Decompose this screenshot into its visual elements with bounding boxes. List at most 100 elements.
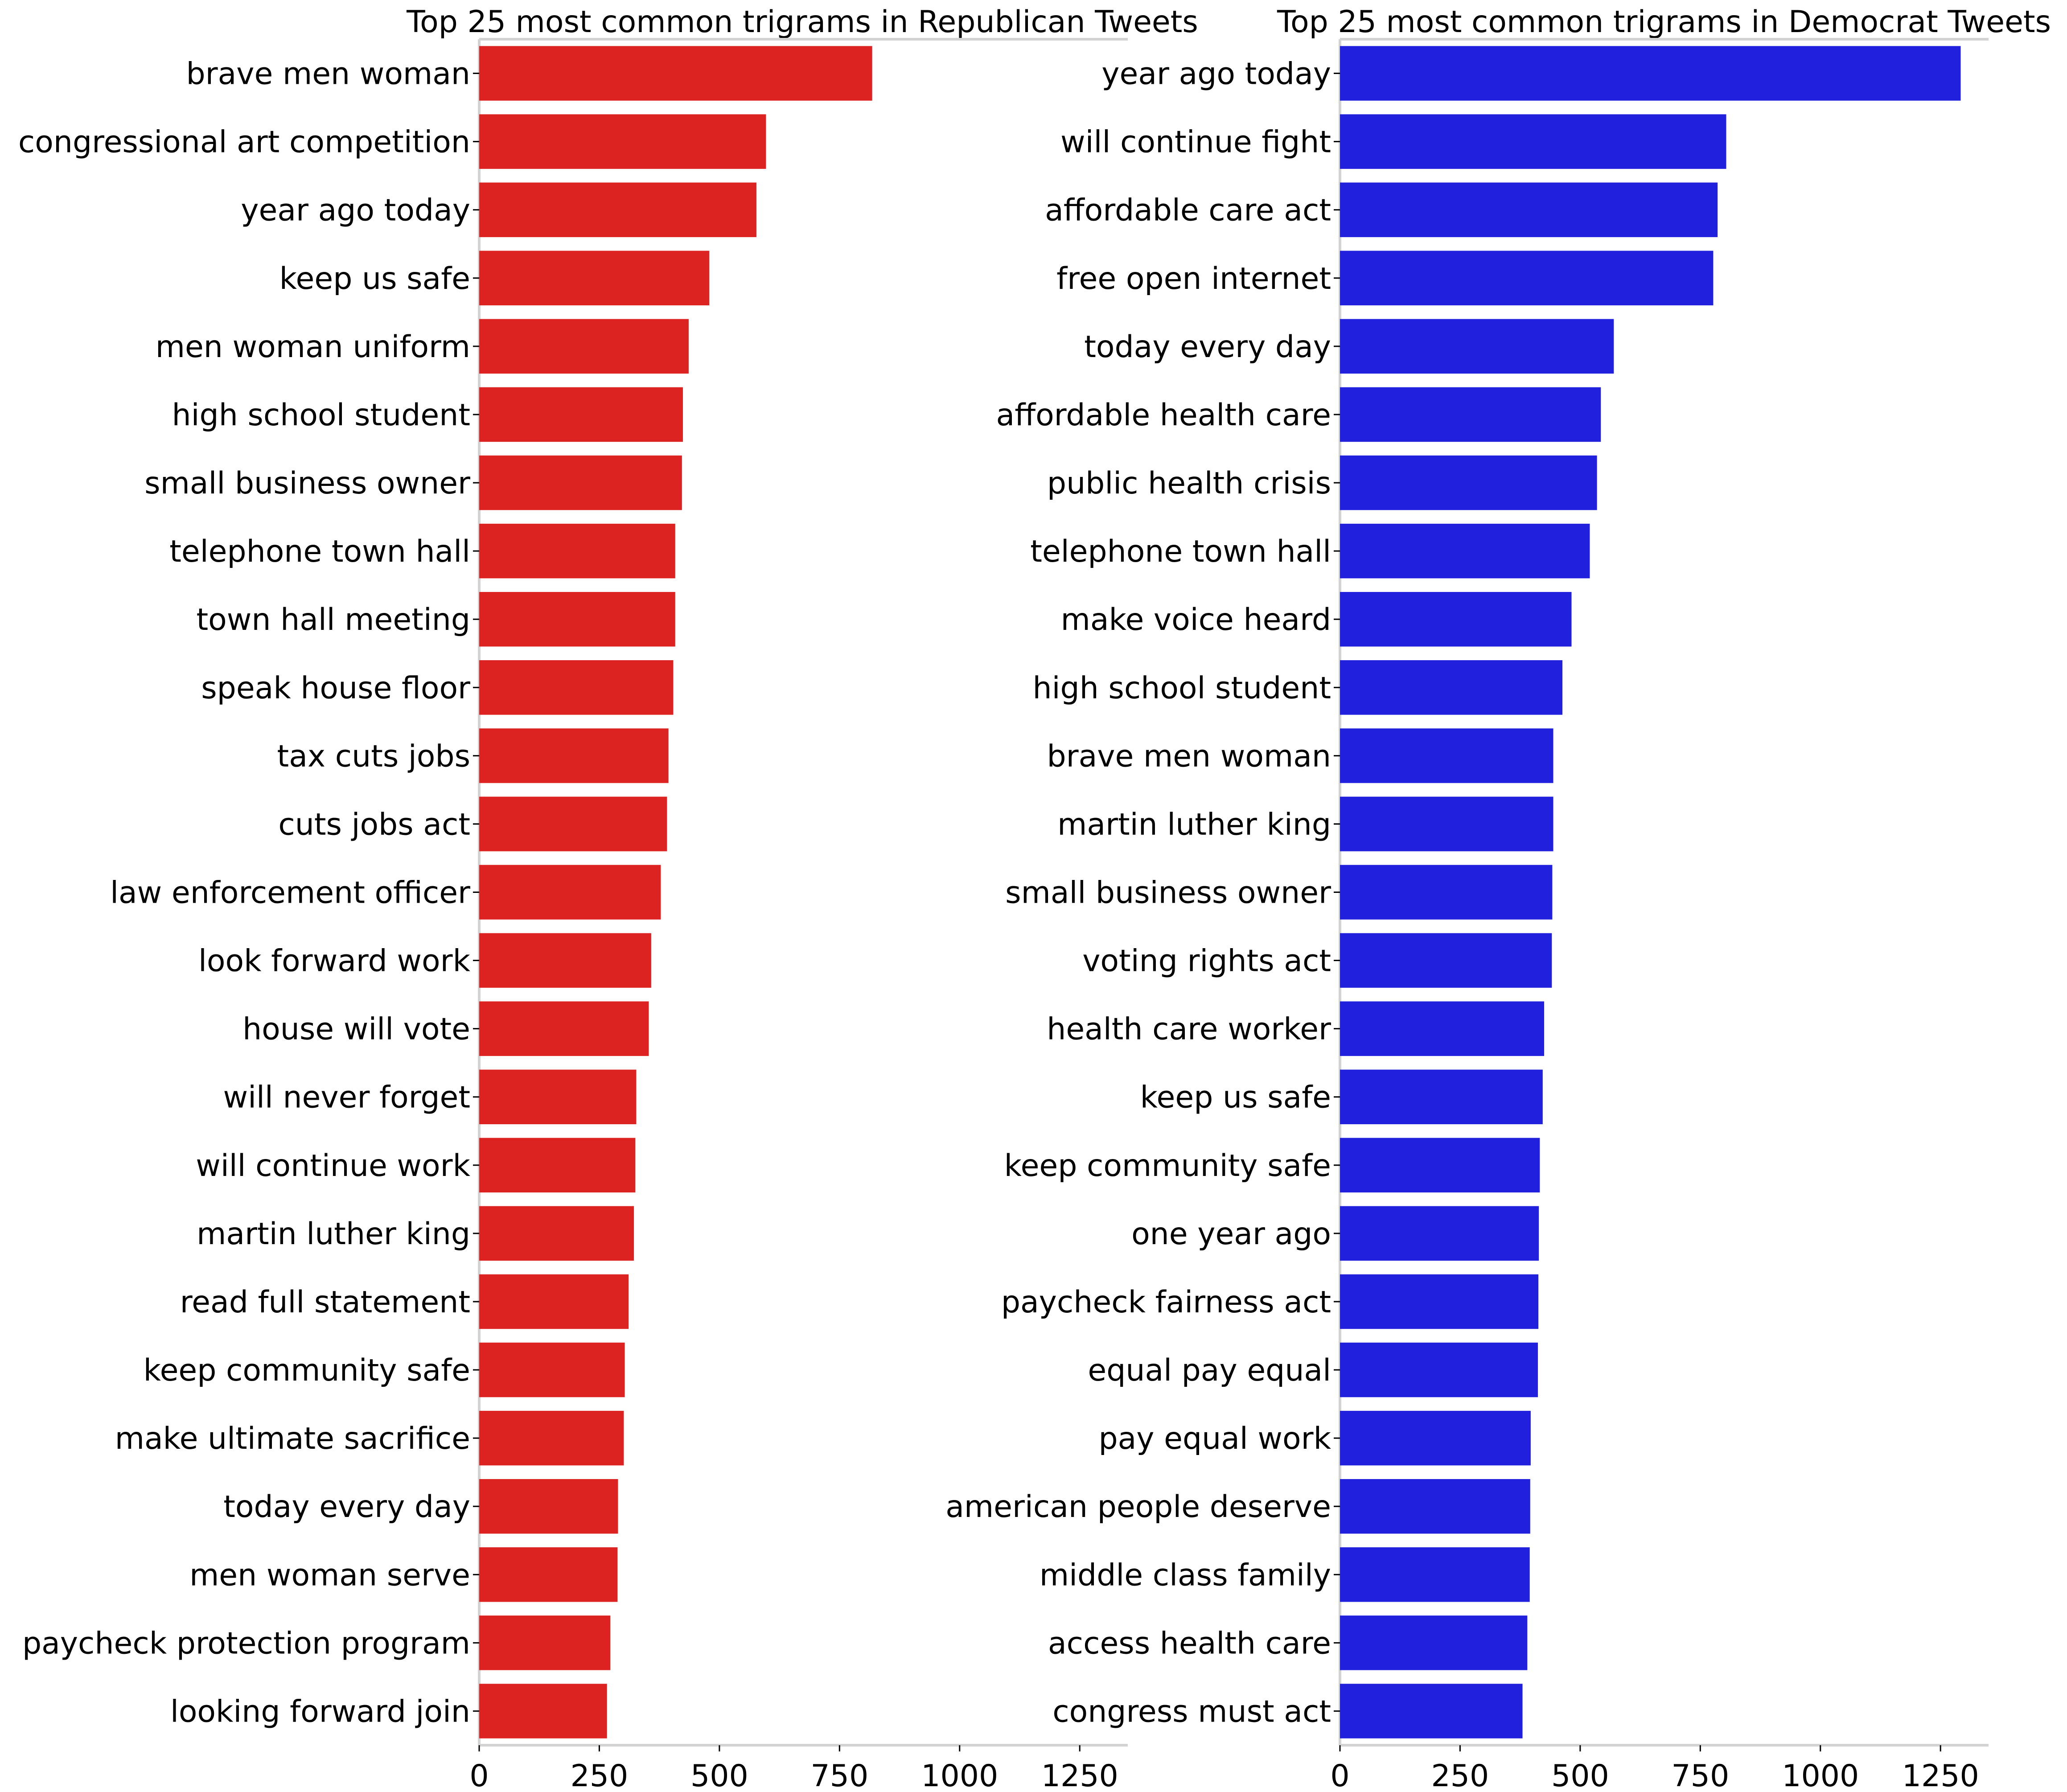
bar-looking-forward-join [479, 1684, 607, 1739]
bar-year-ago-today [479, 182, 756, 237]
y-tick-label: house will vote [242, 1012, 470, 1047]
y-tick-label: will continue work [196, 1148, 470, 1184]
x-tick-label: 1000 [921, 1759, 998, 1792]
bar-pay-equal-work [1340, 1410, 1531, 1466]
y-tick-label: brave men woman [1047, 739, 1331, 774]
y-tick-label: law enforcement officer [110, 875, 470, 911]
democrat-panel: Top 25 most common trigrams in Democrat … [945, 4, 2051, 1792]
y-tick-label: small business owner [1005, 875, 1331, 911]
y-tick-label: congress must act [1052, 1694, 1331, 1729]
bar-affordable-care-act [1340, 182, 1718, 237]
y-tick-label: brave men woman [186, 57, 471, 92]
x-tick-label: 1250 [1041, 1759, 1118, 1792]
bar-free-open-internet [1340, 251, 1714, 306]
x-tick-label: 1000 [1782, 1759, 1859, 1792]
y-tick-label: cuts jobs act [278, 807, 470, 842]
bar-paycheck-fairness-act [1340, 1274, 1539, 1329]
bar-health-care-worker [1340, 1001, 1545, 1056]
bar-voting-rights-act [1340, 933, 1552, 988]
bar-will-continue-work [479, 1138, 636, 1193]
y-tick-label: martin luther king [197, 1217, 470, 1252]
y-tick-label: american people deserve [945, 1489, 1331, 1525]
bar-small-business-owner [1340, 865, 1553, 920]
y-tick-label: read full statement [180, 1285, 470, 1320]
bar-keep-us-safe [479, 251, 710, 306]
bar-high-school-student [1340, 660, 1563, 715]
x-tick-label: 1250 [1902, 1759, 1979, 1792]
y-tick-label: men woman uniform [156, 329, 470, 365]
bar-speak-house-floor [479, 660, 674, 715]
y-tick-label: health care worker [1047, 1012, 1331, 1047]
bar-cuts-jobs-act [479, 797, 667, 851]
y-tick-label: speak house floor [201, 670, 470, 706]
chart-title: Top 25 most common trigrams in Democrat … [1277, 4, 2051, 40]
y-tick-label: telephone town hall [169, 534, 470, 569]
bar-town-hall-meeting [479, 592, 675, 647]
bar-keep-us-safe [1340, 1069, 1543, 1124]
bar-high-school-student [479, 387, 683, 442]
republican-panel: Top 25 most common trigrams in Republica… [18, 4, 1198, 1792]
bar-martin-luther-king [479, 1206, 634, 1261]
y-tick-label: tax cuts jobs [277, 739, 470, 774]
y-tick-label: year ago today [1101, 57, 1331, 92]
y-tick-label: make voice heard [1061, 602, 1331, 637]
x-tick-label: 500 [1551, 1759, 1609, 1792]
y-tick-label: one year ago [1131, 1217, 1331, 1252]
x-tick-label: 750 [1671, 1759, 1729, 1792]
y-tick-label: will never forget [223, 1080, 470, 1115]
y-tick-label: keep us safe [279, 261, 470, 296]
bar-telephone-town-hall [1340, 523, 1590, 579]
y-tick-label: small business owner [144, 466, 470, 501]
y-tick-label: affordable care act [1045, 193, 1331, 228]
bar-law-enforcement-officer [479, 865, 661, 920]
bar-make-voice-heard [1340, 592, 1572, 647]
bar-brave-men-woman [1340, 728, 1553, 783]
bar-keep-community-safe [479, 1342, 625, 1397]
y-tick-label: today every day [1084, 329, 1331, 365]
bar-access-health-care [1340, 1615, 1528, 1670]
bar-martin-luther-king [1340, 797, 1553, 851]
bar-middle-class-family [1340, 1547, 1530, 1602]
y-tick-label: high school student [172, 398, 470, 433]
bar-men-woman-uniform [479, 319, 689, 374]
y-tick-label: martin luther king [1057, 807, 1331, 842]
bar-make-ultimate-sacrifice [479, 1410, 624, 1466]
bar-will-continue-fight [1340, 114, 1726, 169]
y-tick-label: keep community safe [144, 1353, 470, 1388]
y-tick-label: middle class family [1040, 1558, 1331, 1593]
bar-public-health-crisis [1340, 455, 1597, 510]
bar-congressional-art-competition [479, 114, 766, 169]
x-tick-label: 250 [571, 1759, 629, 1792]
y-tick-label: paycheck fairness act [1001, 1285, 1331, 1320]
y-tick-label: keep community safe [1004, 1148, 1331, 1184]
bar-brave-men-woman [479, 46, 872, 101]
x-tick-label: 0 [1330, 1759, 1349, 1792]
y-tick-label: year ago today [241, 193, 470, 228]
x-tick-label: 250 [1431, 1759, 1489, 1792]
bar-equal-pay-equal [1340, 1342, 1538, 1397]
y-tick-label: town hall meeting [197, 602, 471, 637]
chart-title: Top 25 most common trigrams in Republica… [406, 4, 1198, 40]
y-tick-label: public health crisis [1047, 466, 1331, 501]
bar-year-ago-today [1340, 46, 1961, 101]
bar-telephone-town-hall [479, 523, 675, 579]
bar-will-never-forget [479, 1069, 637, 1124]
x-tick-label: 0 [469, 1759, 489, 1792]
y-tick-label: paycheck protection program [22, 1626, 470, 1661]
y-tick-label: look forward work [198, 944, 471, 979]
bar-congress-must-act [1340, 1684, 1523, 1739]
y-tick-label: looking forward join [170, 1694, 470, 1729]
bar-one-year-ago [1340, 1206, 1539, 1261]
y-tick-label: high school student [1033, 670, 1331, 706]
bar-today-every-day [1340, 319, 1614, 374]
bar-small-business-owner [479, 455, 682, 510]
bar-affordable-health-care [1340, 387, 1601, 442]
y-tick-label: free open internet [1056, 261, 1331, 296]
y-tick-label: pay equal work [1098, 1421, 1331, 1456]
bar-tax-cuts-jobs [479, 728, 669, 783]
y-tick-label: make ultimate sacrifice [115, 1421, 470, 1456]
bar-today-every-day [479, 1479, 618, 1534]
y-tick-label: men woman serve [189, 1558, 470, 1593]
bar-paycheck-protection-program [479, 1615, 611, 1670]
